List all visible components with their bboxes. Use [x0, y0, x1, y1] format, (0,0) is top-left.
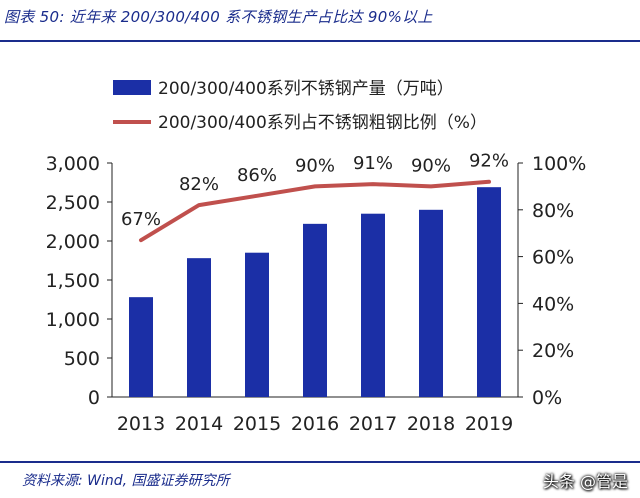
x-tick-label: 2017: [349, 413, 397, 435]
title-divider: [0, 40, 640, 42]
y-right-tick-label: 100%: [532, 153, 586, 175]
x-tick-label: 2013: [117, 413, 165, 435]
line-data-label: 67%: [121, 209, 161, 230]
bar: [419, 209, 443, 397]
y-right-tick-label: 0%: [532, 387, 562, 409]
y-right-tick-label: 60%: [532, 247, 574, 269]
figure-title: 图表 50: 近年来 200/300/400 系不锈钢生产占比达 90%以上: [4, 8, 433, 26]
y-left-tick-label: 1,500: [46, 270, 100, 292]
y-left-tick-label: 2,000: [46, 231, 100, 253]
y-left-tick-label: 3,000: [46, 153, 100, 175]
y-right-tick-label: 80%: [532, 200, 574, 222]
legend-label-line: 200/300/400系列占不锈钢粗钢比例（%）: [158, 113, 487, 133]
line-data-label: 90%: [295, 155, 335, 176]
x-tick-label: 2019: [465, 413, 513, 435]
x-tick-label: 2018: [407, 413, 455, 435]
source-note: 资料来源: Wind, 国盛证券研究所: [22, 473, 230, 489]
y-left-tick-label: 1,000: [46, 309, 100, 331]
line-data-label: 91%: [353, 153, 393, 174]
line-data-label: 82%: [179, 174, 219, 195]
legend-label-bar: 200/300/400系列不锈钢产量（万吨）: [158, 79, 454, 99]
bar: [303, 223, 327, 397]
x-tick-label: 2016: [291, 413, 339, 435]
watermark: 头条 @管是: [542, 472, 628, 491]
line-series: [139, 179, 491, 243]
line-data-label: 92%: [469, 151, 509, 172]
y-right-tick-label: 20%: [532, 340, 574, 362]
bar: [187, 258, 211, 397]
bar: [245, 252, 269, 397]
y-left-tick-label: 0: [88, 387, 100, 409]
y-left-tick-label: 2,500: [46, 192, 100, 214]
y-left-tick-label: 500: [64, 348, 100, 370]
legend-swatch-bar: [113, 80, 151, 95]
x-tick-label: 2014: [175, 413, 223, 435]
bar: [477, 187, 501, 397]
line-data-label: 90%: [411, 155, 451, 176]
x-tick-label: 2015: [233, 413, 281, 435]
bar: [129, 297, 153, 397]
y-right-tick-label: 40%: [532, 293, 574, 315]
footer-divider: [0, 461, 640, 463]
bar: [361, 213, 385, 397]
line-data-label: 86%: [237, 165, 277, 186]
